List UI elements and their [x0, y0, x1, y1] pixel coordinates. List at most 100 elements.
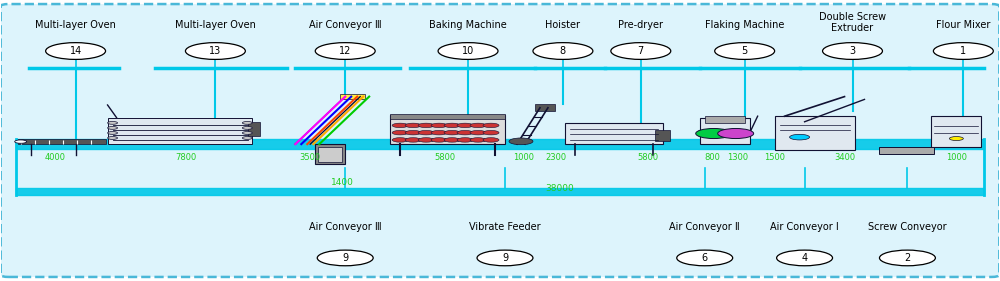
Text: 6: 6 [702, 253, 708, 263]
Circle shape [777, 250, 833, 266]
Circle shape [185, 43, 245, 59]
Circle shape [790, 134, 810, 140]
Bar [315, 144, 345, 164]
Text: 38000: 38000 [546, 183, 574, 192]
Text: Air Conveyor Ⅱ: Air Conveyor Ⅱ [669, 222, 740, 232]
Circle shape [431, 130, 447, 135]
Circle shape [242, 121, 252, 124]
Circle shape [418, 123, 434, 128]
Bar [535, 104, 555, 111]
Text: Baking Machine: Baking Machine [429, 20, 507, 30]
Circle shape [392, 138, 408, 142]
Bar [108, 117, 252, 144]
Circle shape [483, 130, 499, 135]
Text: 12: 12 [339, 46, 351, 56]
Text: 7800: 7800 [175, 153, 196, 162]
Circle shape [444, 138, 460, 142]
Circle shape [477, 250, 533, 266]
Text: Multi-layer Oven: Multi-layer Oven [175, 20, 256, 30]
Text: Pre-dryer: Pre-dryer [618, 20, 663, 30]
Circle shape [242, 137, 252, 139]
FancyBboxPatch shape [1, 4, 999, 277]
Bar [705, 116, 745, 123]
Bar [318, 147, 342, 162]
Text: Flaking Machine: Flaking Machine [705, 20, 784, 30]
Bar [248, 122, 260, 136]
Text: 1400: 1400 [331, 178, 354, 187]
Circle shape [431, 123, 447, 128]
Circle shape [444, 130, 460, 135]
Circle shape [242, 132, 252, 134]
Text: Double Screw
Extruder: Double Screw Extruder [819, 12, 886, 33]
Text: 5: 5 [742, 46, 748, 56]
Circle shape [108, 121, 118, 124]
Text: 2: 2 [904, 253, 911, 263]
Text: 800: 800 [705, 153, 721, 162]
Text: Air Conveyor Ⅲ: Air Conveyor Ⅲ [309, 222, 382, 232]
Text: 1000: 1000 [946, 153, 967, 162]
Text: Screw Conveyor: Screw Conveyor [868, 222, 947, 232]
Circle shape [315, 43, 375, 59]
Circle shape [405, 138, 421, 142]
Text: 5800: 5800 [435, 153, 456, 162]
Circle shape [457, 138, 473, 142]
Circle shape [533, 43, 593, 59]
Text: 9: 9 [502, 253, 508, 263]
Text: 4000: 4000 [45, 153, 66, 162]
Text: 10: 10 [462, 46, 474, 56]
Bar [775, 116, 855, 150]
Circle shape [392, 130, 408, 135]
Circle shape [483, 138, 499, 142]
Circle shape [108, 126, 118, 129]
Text: 1000: 1000 [513, 153, 534, 162]
Circle shape [108, 137, 118, 139]
Text: 3500: 3500 [300, 153, 321, 162]
Circle shape [879, 250, 935, 266]
Circle shape [15, 140, 27, 143]
Text: 3: 3 [849, 46, 856, 56]
Text: 1300: 1300 [727, 153, 748, 162]
Text: 9: 9 [342, 253, 348, 263]
Bar [655, 130, 670, 141]
Text: 4: 4 [802, 253, 808, 263]
Bar [18, 139, 106, 144]
Bar [390, 115, 505, 144]
Bar [931, 116, 981, 147]
Text: 3400: 3400 [834, 153, 855, 162]
Text: 2300: 2300 [545, 153, 566, 162]
Bar [700, 117, 750, 144]
Circle shape [483, 123, 499, 128]
Bar [340, 94, 365, 99]
Text: 7: 7 [638, 46, 644, 56]
Circle shape [677, 250, 733, 266]
Circle shape [470, 138, 486, 142]
Text: Air Conveyor Ⅲ: Air Conveyor Ⅲ [309, 20, 382, 30]
Circle shape [405, 130, 421, 135]
Circle shape [317, 250, 373, 266]
Text: Vibrate Feeder: Vibrate Feeder [469, 222, 541, 232]
Circle shape [457, 130, 473, 135]
Circle shape [823, 43, 882, 59]
Circle shape [405, 123, 421, 128]
Circle shape [392, 123, 408, 128]
Circle shape [46, 43, 106, 59]
Text: Hoister: Hoister [545, 20, 580, 30]
Text: 14: 14 [69, 46, 82, 56]
Circle shape [108, 132, 118, 134]
Circle shape [438, 43, 498, 59]
Text: Flour Mixer: Flour Mixer [936, 20, 991, 30]
Text: 13: 13 [209, 46, 222, 56]
Bar [565, 123, 663, 144]
Circle shape [611, 43, 671, 59]
Bar [390, 114, 505, 119]
Circle shape [715, 43, 775, 59]
Circle shape [718, 128, 754, 139]
Circle shape [242, 126, 252, 129]
Circle shape [509, 138, 533, 145]
Circle shape [431, 138, 447, 142]
Circle shape [470, 123, 486, 128]
Text: 1: 1 [960, 46, 966, 56]
Text: Air Conveyor Ⅰ: Air Conveyor Ⅰ [770, 222, 839, 232]
Circle shape [457, 123, 473, 128]
Circle shape [696, 128, 732, 139]
